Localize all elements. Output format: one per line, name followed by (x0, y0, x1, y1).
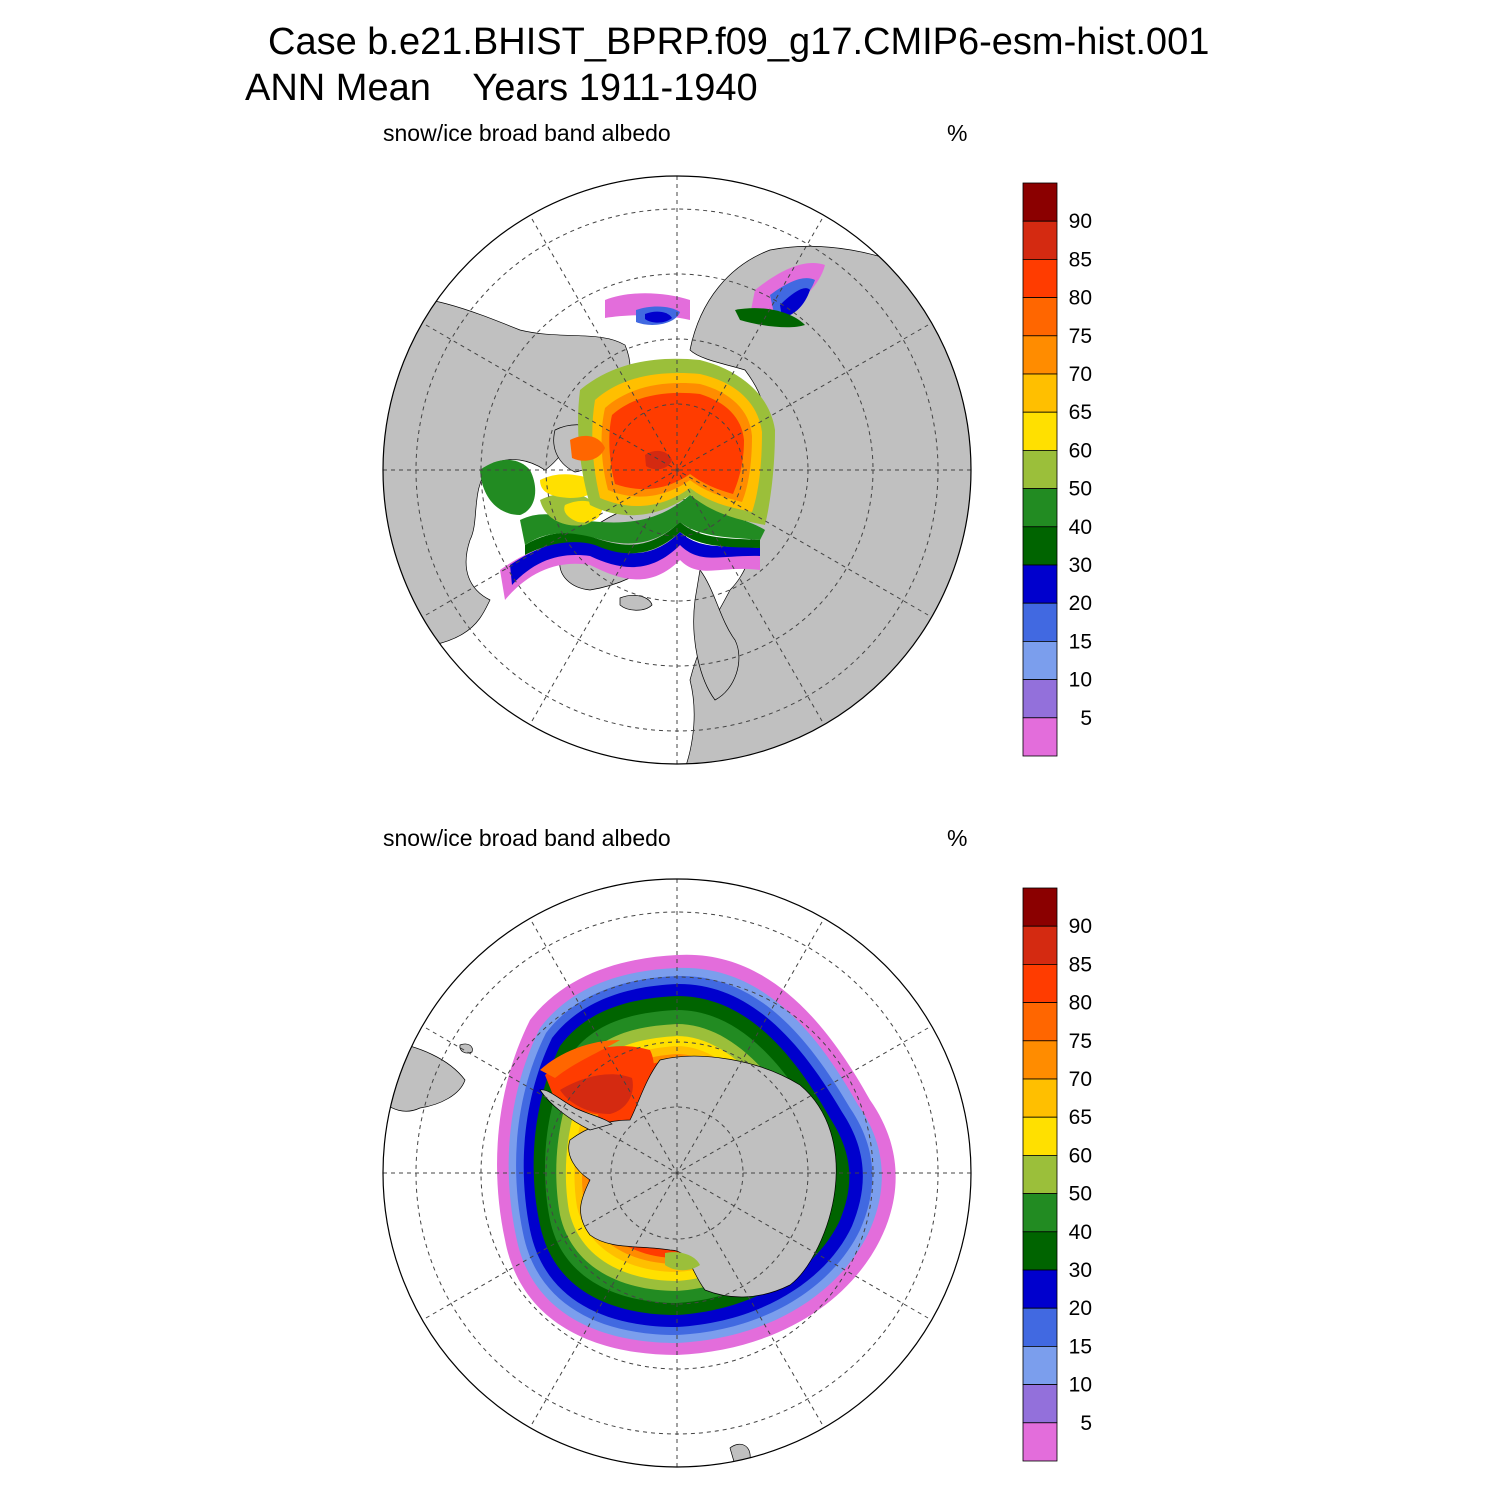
south-colorbar-label: 75 (1069, 1030, 1092, 1053)
south-colorbar-box (1022, 887, 1058, 927)
north-panel-units-label: % (947, 120, 968, 146)
north-colorbar-label: 10 (1069, 669, 1092, 692)
north-colorbar-label: 60 (1069, 439, 1092, 462)
north-ice-band-50-hudson (480, 459, 536, 515)
north-colorbar-box (1022, 641, 1058, 681)
south-colorbar-box (1022, 1422, 1058, 1462)
north-colorbar-label: 85 (1069, 248, 1092, 271)
north-colorbar-box (1022, 449, 1058, 489)
north-colorbar-label: 40 (1069, 516, 1092, 539)
north-colorbar-box (1022, 220, 1058, 260)
north-colorbar-label: 20 (1069, 592, 1092, 615)
north-ice-band-40-kamchatka (735, 308, 805, 328)
north-colorbar-label: 80 (1069, 287, 1092, 310)
south-colorbar-label: 15 (1069, 1335, 1092, 1358)
north-map-content (383, 176, 971, 764)
north-ice-band-85-pole (645, 450, 672, 470)
south-ice-band-75-weddell (540, 1040, 620, 1078)
north-land-north-america (383, 297, 631, 651)
south-colorbar-label: 40 (1069, 1221, 1092, 1244)
north-colorbar-label: 5 (1080, 707, 1092, 730)
south-colorbar: 90 85 80 75 70 65 60 50 40 30 20 15 10 5 (1022, 887, 1092, 1462)
south-colorbar-box (1022, 1231, 1058, 1271)
north-ice-band-65-archipelago (540, 474, 597, 498)
plot-title-case: Case b.e21.BHIST_BPRP.f09_g17.CMIP6-esm-… (268, 21, 1210, 63)
south-panel-units-label: % (947, 825, 968, 851)
north-map-border (382, 175, 972, 765)
north-ice-band-40-atlantic (525, 522, 760, 555)
north-ice-band-30-kamchatka (780, 288, 810, 318)
south-ice-band-85-weddell (560, 1074, 633, 1114)
south-colorbar-box (1022, 1002, 1058, 1042)
north-panel-variable-label: snow/ice broad band albedo (383, 120, 671, 146)
south-colorbar-label: 20 (1069, 1297, 1092, 1320)
south-map-content (383, 879, 971, 1467)
north-colorbar-box (1022, 297, 1058, 337)
south-colorbar-box (1022, 1269, 1058, 1309)
south-polar-map (382, 878, 972, 1468)
north-colorbar-box (1022, 602, 1058, 642)
south-graticule (383, 879, 971, 1467)
north-land-scandinavia (693, 569, 740, 701)
north-colorbar-box (1022, 526, 1058, 566)
south-colorbar-box (1022, 1346, 1058, 1386)
north-colorbar-label: 70 (1069, 363, 1092, 386)
north-colorbar-box (1022, 335, 1058, 375)
south-colorbar-box (1022, 1193, 1058, 1233)
north-graticule (383, 176, 971, 764)
south-colorbar-box (1022, 1040, 1058, 1080)
south-colorbar-label: 60 (1069, 1144, 1092, 1167)
north-colorbar-box (1022, 717, 1058, 757)
south-colorbar-label: 70 (1069, 1068, 1092, 1091)
south-colorbar-box (1022, 925, 1058, 965)
south-colorbar-box (1022, 1116, 1058, 1156)
south-colorbar-label: 90 (1069, 915, 1092, 938)
south-colorbar-box (1022, 1078, 1058, 1118)
north-ice-band-50-atlantic (520, 495, 765, 545)
north-ice-band-75-archipelago (570, 435, 605, 461)
south-colorbar-box (1022, 1384, 1058, 1424)
south-colorbar-label: 80 (1069, 992, 1092, 1015)
south-colorbar-label: 10 (1069, 1374, 1092, 1397)
north-polar-map (382, 175, 972, 765)
north-land-iceland (619, 595, 653, 611)
south-colorbar-box (1022, 964, 1058, 1004)
north-ice-band-65-baffin (564, 500, 602, 523)
south-colorbar-label: 65 (1069, 1106, 1092, 1129)
south-colorbar-box (1022, 1155, 1058, 1195)
plot-title-period: ANN Mean Years 1911-1940 (245, 67, 758, 109)
north-colorbar: 90 85 80 75 70 65 60 50 40 30 20 15 10 5 (1022, 182, 1092, 757)
south-map-border (382, 878, 972, 1468)
south-land-falklands (459, 1043, 473, 1054)
north-colorbar-box (1022, 373, 1058, 413)
south-colorbar-box (1022, 1307, 1058, 1347)
south-panel-variable-label: snow/ice broad band albedo (383, 825, 671, 851)
south-colorbar-label: 5 (1080, 1412, 1092, 1435)
south-ice-band-60-ross (665, 1252, 700, 1271)
north-colorbar-box (1022, 564, 1058, 604)
north-colorbar-label: 30 (1069, 554, 1092, 577)
south-colorbar-label: 85 (1069, 953, 1092, 976)
north-colorbar-box (1022, 258, 1058, 298)
north-ice-band-30-okhotsk (645, 311, 672, 323)
south-land-antarctic-peninsula (539, 1089, 613, 1131)
north-colorbar-box (1022, 411, 1058, 451)
north-colorbar-label: 15 (1069, 630, 1092, 653)
north-colorbar-box (1022, 679, 1058, 719)
north-colorbar-label: 65 (1069, 401, 1092, 424)
north-colorbar-box (1022, 488, 1058, 528)
north-colorbar-box (1022, 182, 1058, 222)
south-colorbar-label: 30 (1069, 1259, 1092, 1282)
north-colorbar-label: 90 (1069, 210, 1092, 233)
north-colorbar-label: 75 (1069, 325, 1092, 348)
south-colorbar-label: 50 (1069, 1183, 1092, 1206)
north-colorbar-label: 50 (1069, 478, 1092, 501)
north-ice-band-30-atlantic (510, 532, 760, 585)
